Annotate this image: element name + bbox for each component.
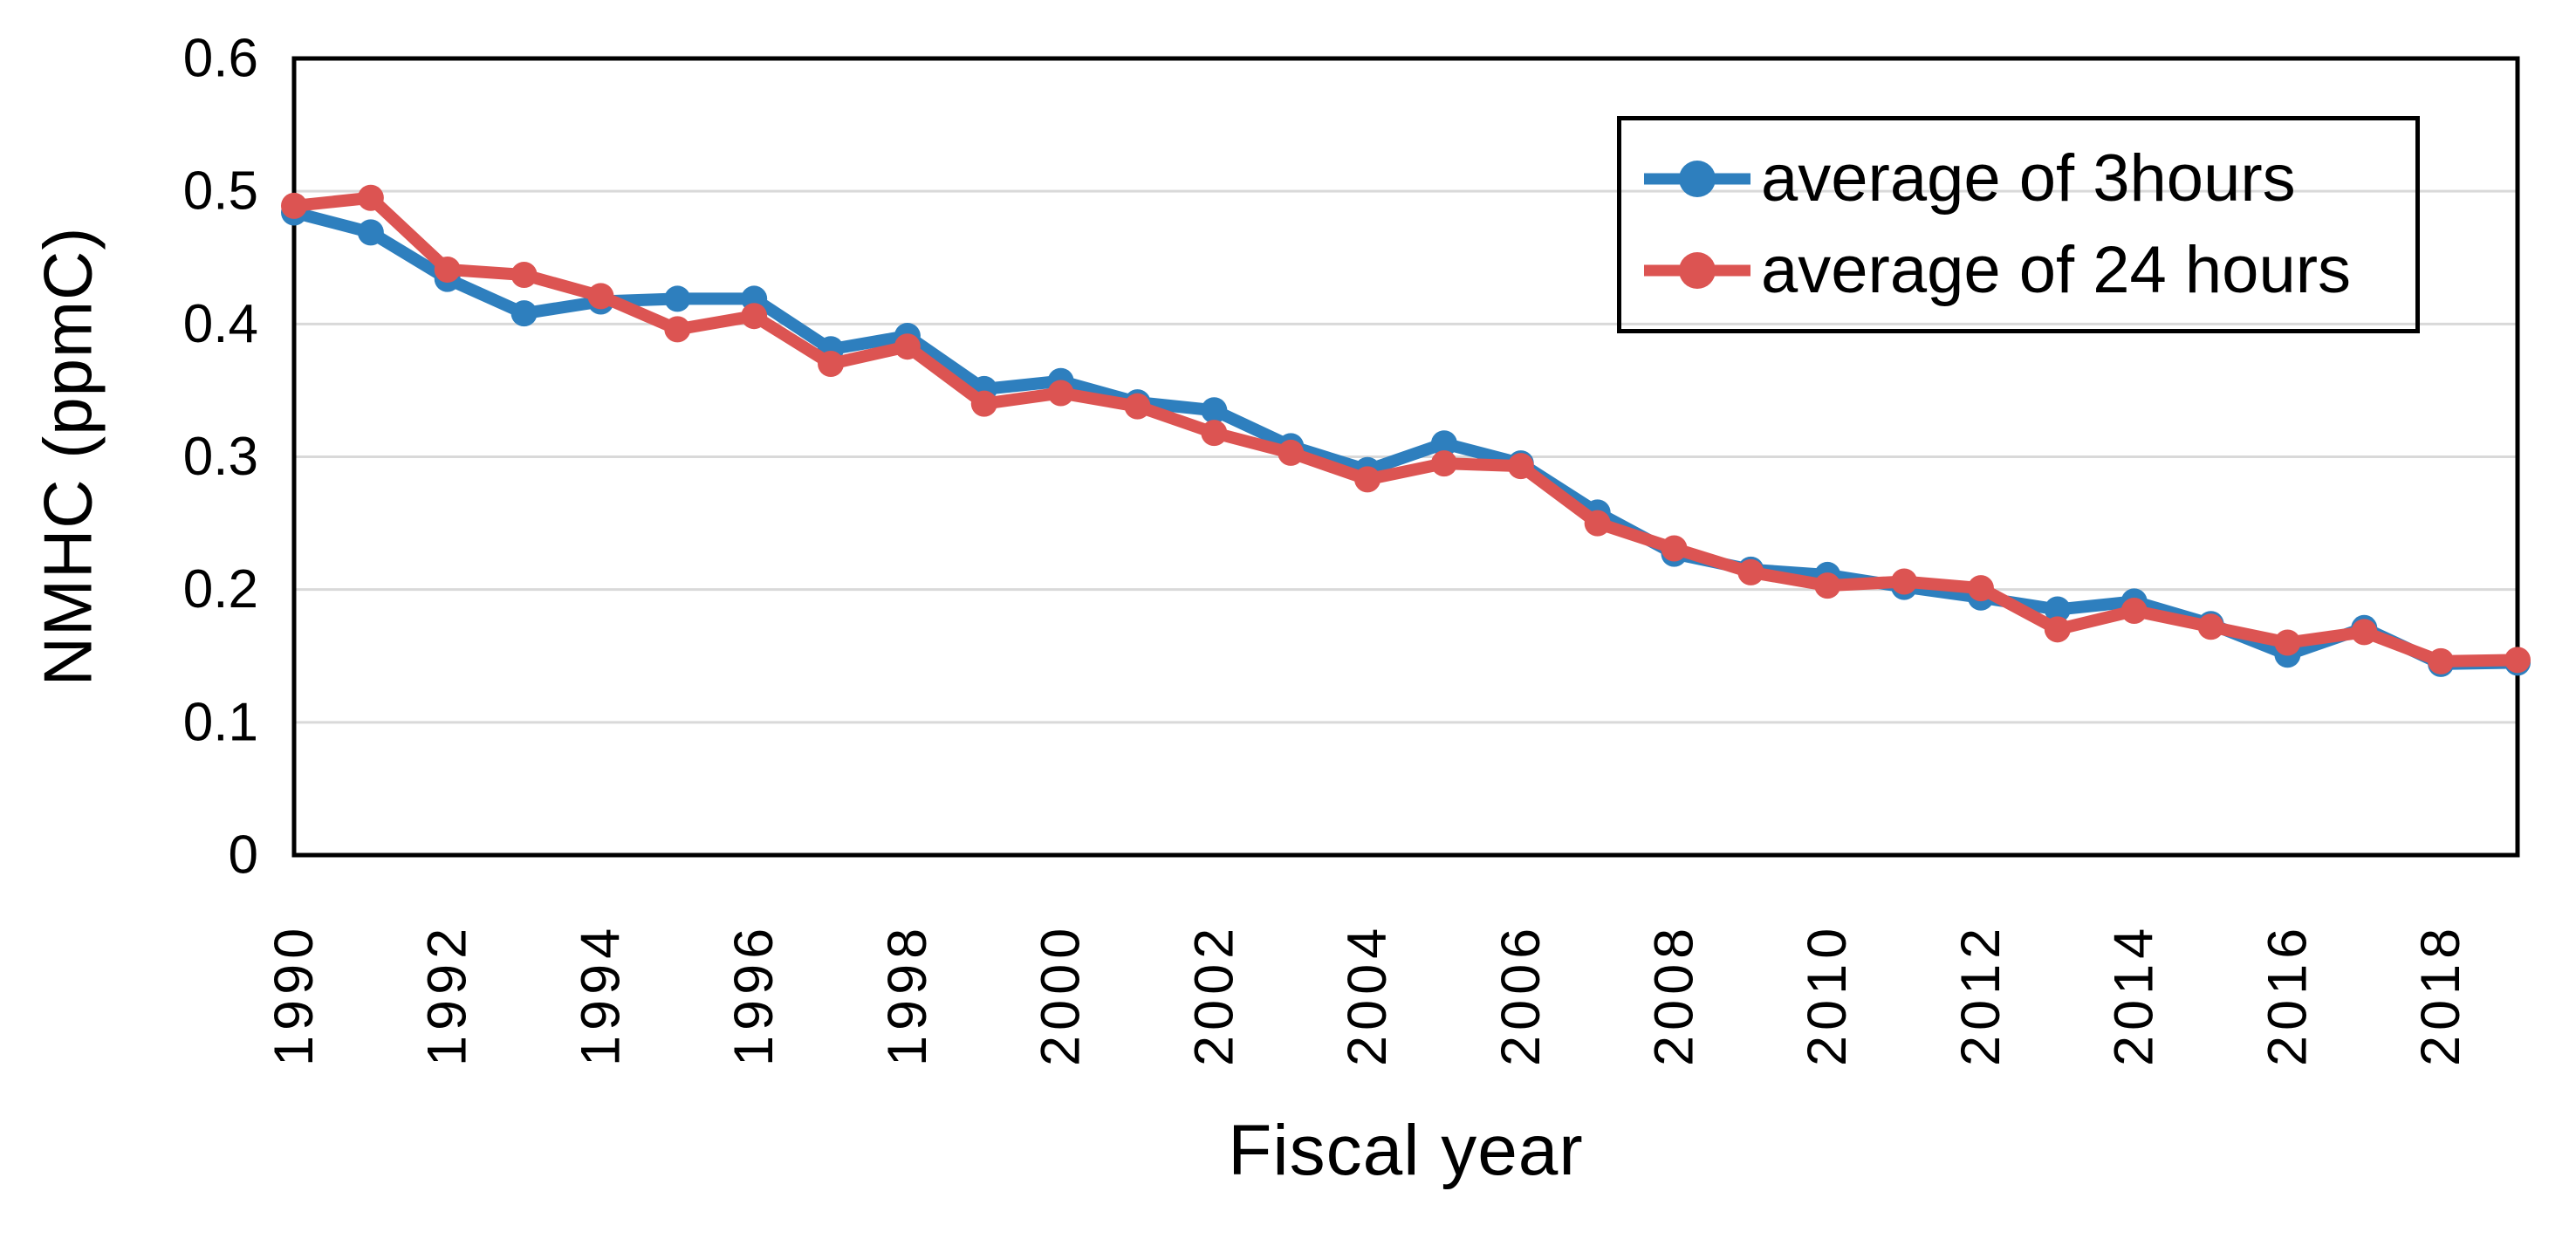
data-point-series-1 — [587, 283, 614, 310]
legend-marker-icon — [1679, 252, 1716, 289]
x-tick-label: 2018 — [2410, 923, 2471, 1066]
data-point-series-1 — [818, 350, 845, 377]
data-point-series-1 — [357, 184, 384, 211]
legend-swatch-0 — [1644, 161, 1750, 197]
data-point-series-1 — [2044, 616, 2071, 643]
data-point-series-1 — [1354, 466, 1381, 493]
legend-marker-icon — [1679, 161, 1716, 197]
data-point-series-0 — [2044, 596, 2071, 623]
data-point-series-1 — [1967, 575, 1994, 602]
data-point-series-1 — [434, 256, 461, 283]
data-point-series-1 — [281, 192, 307, 219]
data-point-series-1 — [741, 303, 768, 330]
x-tick-label: 1994 — [570, 923, 631, 1066]
data-point-series-1 — [1661, 535, 1688, 562]
data-point-series-0 — [510, 300, 538, 327]
data-point-series-0 — [357, 219, 384, 246]
data-point-series-1 — [2120, 598, 2148, 625]
y-tick-label: 0 — [229, 825, 258, 886]
legend-swatch-1 — [1644, 252, 1750, 289]
y-tick-label: 0.5 — [183, 161, 258, 222]
data-point-series-1 — [1124, 393, 1151, 420]
x-tick-label: 1990 — [264, 923, 325, 1066]
data-point-series-1 — [2274, 629, 2301, 656]
data-point-series-0 — [664, 285, 691, 312]
x-tick-label: 2002 — [1183, 923, 1244, 1066]
data-point-series-1 — [894, 333, 921, 360]
data-point-series-1 — [1737, 558, 1764, 585]
y-tick-label: 0.3 — [183, 427, 258, 487]
x-tick-label: 1998 — [877, 923, 938, 1066]
data-point-series-1 — [1430, 450, 1457, 477]
data-point-series-1 — [2197, 613, 2224, 640]
y-tick-label: 0.1 — [183, 692, 258, 752]
data-point-series-1 — [2351, 619, 2378, 646]
data-point-series-1 — [970, 390, 997, 417]
x-tick-label: 2000 — [1031, 923, 1092, 1066]
x-tick-label: 1992 — [417, 923, 478, 1066]
x-tick-label: 2016 — [2257, 923, 2318, 1066]
legend-item-average-of-3hours: average of 3hours — [1641, 146, 2415, 212]
data-point-series-1 — [664, 316, 691, 343]
data-point-series-0 — [1430, 430, 1457, 457]
x-axis-title: Fiscal year — [1228, 1111, 1584, 1190]
x-tick-label: 2012 — [1950, 923, 2011, 1066]
data-point-series-1 — [1201, 420, 1228, 447]
data-point-series-1 — [2504, 647, 2531, 674]
y-tick-label: 0.2 — [183, 559, 258, 620]
data-point-series-1 — [1814, 572, 1841, 599]
legend-label-average-of-24-hours: average of 24 hours — [1761, 233, 2352, 307]
x-tick-label: 2014 — [2104, 923, 2165, 1066]
data-point-series-0 — [1201, 397, 1228, 424]
y-axis-title: NMHC (ppmC) — [29, 226, 106, 687]
data-point-series-1 — [2428, 647, 2455, 674]
x-tick-label: 2008 — [1644, 923, 1705, 1066]
legend: average of 3hours average of 24 hours — [1617, 116, 2420, 333]
data-point-series-1 — [1507, 453, 1534, 480]
plot-frame — [291, 56, 2520, 858]
data-point-series-1 — [1047, 380, 1074, 407]
x-tick-label: 2006 — [1490, 923, 1552, 1066]
legend-item-average-of-24-hours: average of 24 hours — [1641, 237, 2415, 304]
data-point-series-1 — [1584, 510, 1611, 537]
x-tick-label: 1996 — [723, 923, 784, 1066]
y-tick-label: 0.4 — [183, 294, 258, 354]
data-point-series-1 — [510, 262, 538, 289]
data-point-series-1 — [1891, 568, 1918, 595]
data-point-series-1 — [1278, 439, 1305, 466]
legend-label-average-of-3hours: average of 3hours — [1761, 141, 2296, 216]
y-tick-label: 0.6 — [183, 29, 258, 89]
x-tick-label: 2010 — [1797, 923, 1858, 1066]
x-tick-label: 2004 — [1337, 923, 1398, 1066]
